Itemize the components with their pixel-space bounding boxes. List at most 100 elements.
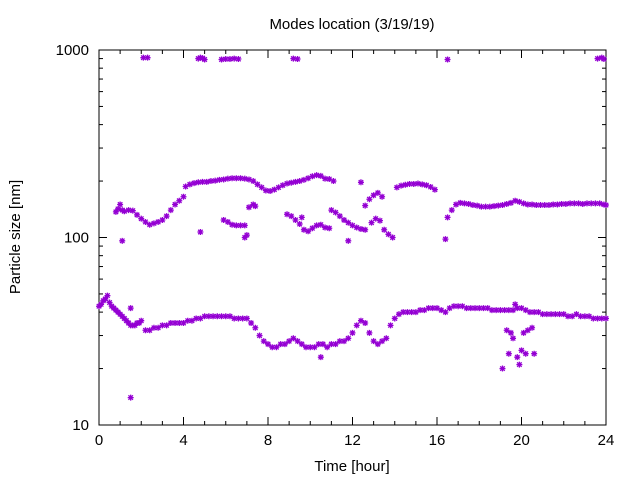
data-point xyxy=(271,186,278,193)
data-point xyxy=(176,197,183,204)
data-point xyxy=(450,303,457,310)
data-point xyxy=(277,341,284,348)
data-point xyxy=(267,188,274,195)
data-point xyxy=(307,344,314,351)
data-point xyxy=(298,341,305,348)
data-point xyxy=(379,338,386,345)
x-tick-label: 20 xyxy=(513,432,530,449)
data-point xyxy=(296,178,303,185)
data-point xyxy=(237,222,244,229)
data-point xyxy=(362,202,369,209)
data-point xyxy=(600,56,607,63)
data-point xyxy=(281,341,288,348)
data-point xyxy=(533,202,540,209)
data-point xyxy=(245,176,252,183)
data-point xyxy=(222,56,229,63)
data-point xyxy=(362,319,369,326)
data-point xyxy=(224,175,231,182)
data-point xyxy=(127,305,134,312)
data-point xyxy=(514,354,521,361)
data-point xyxy=(288,213,295,220)
data-point xyxy=(417,307,424,314)
data-point xyxy=(322,224,329,231)
data-point xyxy=(560,311,567,318)
data-point xyxy=(488,307,495,314)
data-point xyxy=(195,179,202,186)
data-point xyxy=(562,200,569,207)
data-point xyxy=(370,192,377,199)
data-point xyxy=(410,180,417,187)
data-point xyxy=(305,228,312,235)
data-point xyxy=(539,311,546,318)
data-point xyxy=(326,225,333,232)
data-point xyxy=(497,307,504,314)
data-point xyxy=(349,222,356,229)
data-point xyxy=(467,305,474,312)
data-point xyxy=(210,313,217,320)
data-point xyxy=(290,335,297,342)
data-point xyxy=(260,338,267,345)
data-point xyxy=(603,202,609,209)
data-point xyxy=(222,313,229,320)
data-point xyxy=(379,193,386,200)
data-point xyxy=(501,307,508,314)
data-point xyxy=(438,307,445,314)
data-point xyxy=(317,172,324,179)
data-point xyxy=(252,203,259,210)
data-point xyxy=(303,344,310,351)
data-point xyxy=(461,200,468,207)
data-point xyxy=(590,315,597,322)
data-point xyxy=(385,231,392,238)
data-point xyxy=(442,236,449,243)
data-point xyxy=(305,175,312,182)
data-point xyxy=(404,309,411,316)
data-point xyxy=(296,221,303,228)
data-point xyxy=(372,215,379,222)
data-point xyxy=(526,309,533,316)
data-point xyxy=(138,317,145,324)
data-point xyxy=(345,237,352,244)
data-point xyxy=(486,203,493,210)
data-point xyxy=(241,175,248,182)
data-point xyxy=(243,232,250,239)
data-point xyxy=(180,193,187,200)
data-point xyxy=(195,55,202,62)
data-point xyxy=(265,341,271,348)
x-tick-label: 12 xyxy=(344,432,361,449)
data-point xyxy=(480,305,487,312)
data-point xyxy=(569,313,576,320)
data-point xyxy=(465,200,472,207)
data-point xyxy=(505,307,512,314)
data-point xyxy=(176,319,183,326)
data-point xyxy=(434,305,440,312)
data-point xyxy=(548,311,555,318)
data-point xyxy=(459,303,466,310)
y-tick-label: 1000 xyxy=(56,42,89,59)
data-point xyxy=(191,180,198,187)
data-point xyxy=(520,329,527,336)
data-point xyxy=(588,200,595,207)
data-point xyxy=(357,226,364,233)
data-point xyxy=(414,180,421,187)
data-point xyxy=(182,183,189,190)
data-point xyxy=(429,305,436,312)
data-point xyxy=(245,204,252,211)
data-point xyxy=(98,301,105,308)
data-point xyxy=(594,315,601,322)
data-point xyxy=(231,55,238,62)
data-point xyxy=(507,199,514,206)
data-point xyxy=(583,200,590,207)
data-point xyxy=(197,228,204,235)
chart-title: Modes location (3/19/19) xyxy=(269,16,434,33)
data-point xyxy=(402,181,409,188)
data-point xyxy=(138,215,145,222)
data-point xyxy=(231,315,238,322)
data-point xyxy=(493,307,500,314)
data-point xyxy=(284,180,291,187)
data-point xyxy=(140,54,147,61)
data-point xyxy=(516,198,523,205)
data-point xyxy=(554,201,561,208)
data-point xyxy=(155,218,162,225)
data-point xyxy=(345,335,352,342)
data-point xyxy=(535,309,542,316)
